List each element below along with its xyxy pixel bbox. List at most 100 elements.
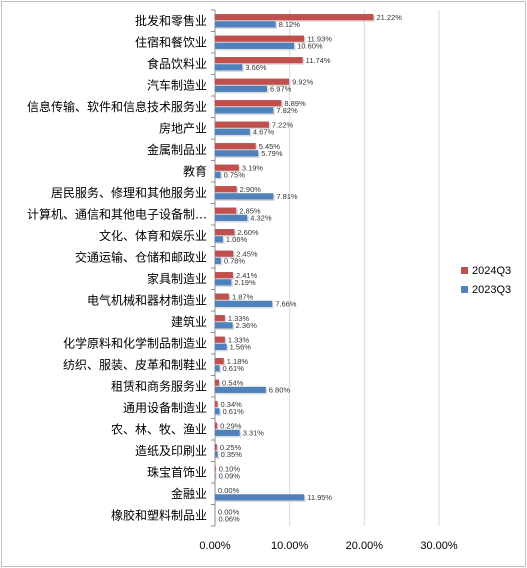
data-label-2024q3: 0.54% — [222, 378, 244, 387]
bar-2023q3 — [215, 107, 274, 114]
data-label-2023q3: 2.19% — [234, 278, 256, 287]
data-label-2024q3: 2.41% — [236, 271, 258, 280]
bar-2024q3 — [215, 78, 290, 85]
category-label: 房地产业 — [159, 120, 207, 135]
data-label-2023q3: 7.82% — [276, 106, 298, 115]
category-label: 纺织、服装、皮革和制鞋业 — [63, 357, 207, 372]
category-label: 租赁和商务服务业 — [111, 378, 207, 393]
data-label-2023q3: 4.32% — [250, 213, 272, 222]
bar-2023q3 — [215, 322, 233, 329]
bar-2023q3 — [215, 257, 221, 264]
bar-2023q3 — [215, 386, 266, 393]
legend-label-2024q3: 2024Q3 — [472, 265, 511, 277]
data-label-2023q3: 3.31% — [243, 428, 265, 437]
data-label-2023q3: 0.09% — [219, 471, 241, 480]
data-label-2023q3: 3.66% — [245, 63, 267, 72]
category-label: 交通运输、仓储和邮政业 — [75, 249, 207, 264]
bar-2024q3 — [215, 164, 239, 171]
bar-shadow-2023q3 — [216, 474, 218, 481]
category-label: 金属制品业 — [147, 142, 207, 157]
bar-2024q3 — [215, 186, 237, 193]
category-label: 居民服务、修理和其他服务业 — [51, 185, 207, 200]
bar-shadow-2024q3 — [216, 402, 220, 409]
category-label: 造纸及印刷业 — [135, 444, 207, 458]
data-label-2023q3: 7.81% — [276, 192, 298, 201]
data-label-2024q3: 8.89% — [284, 99, 306, 108]
data-label-2023q3: 2.36% — [236, 321, 258, 330]
data-label-2024q3: 2.60% — [237, 228, 259, 237]
bar-2024q3 — [215, 422, 218, 429]
data-label-2023q3: 10.60% — [297, 41, 323, 50]
data-label-2023q3: 0.61% — [223, 364, 245, 373]
data-label-2023q3: 1.06% — [226, 235, 248, 244]
bar-2023q3 — [215, 85, 268, 92]
data-label-2023q3: 0.78% — [224, 256, 246, 265]
data-label-2024q3: 21.22% — [376, 13, 402, 22]
bar-2023q3 — [215, 214, 248, 221]
bar-2024q3 — [215, 293, 229, 300]
data-label-2023q3: 0.75% — [224, 170, 246, 179]
bar-2024q3 — [215, 100, 282, 107]
category-label: 金融业 — [171, 486, 207, 501]
data-label-2023q3: 7.66% — [275, 299, 297, 308]
data-label-2024q3: 11.74% — [306, 56, 331, 65]
data-label-2023q3: 5.79% — [261, 149, 283, 158]
category-label: 建筑业 — [171, 314, 207, 329]
bar-2023q3 — [215, 494, 305, 501]
data-label-2024q3: 9.92% — [292, 77, 314, 86]
category-label: 电气机械和器材制造业 — [87, 292, 207, 307]
bar-2023q3 — [215, 300, 273, 307]
bar-2024q3 — [215, 401, 218, 408]
bar-2023q3 — [215, 42, 295, 49]
category-label: 文化、体育和娱乐业 — [99, 228, 207, 243]
category-label: 食品饮料业 — [147, 56, 207, 71]
bar-shadow-2024q3 — [216, 445, 219, 452]
data-label-2024q3: 5.45% — [259, 142, 281, 151]
bar-2023q3 — [215, 279, 232, 286]
data-label-2024q3: 3.19% — [242, 163, 264, 172]
bar-2023q3 — [215, 193, 274, 200]
bar-2024q3 — [215, 207, 237, 214]
bar-2023q3 — [215, 64, 243, 71]
category-label: 批发和零售业 — [135, 13, 207, 28]
bar-2024q3 — [215, 315, 225, 322]
category-label: 计算机、通信和其他电子设备制… — [27, 206, 207, 221]
data-label-2024q3: 1.33% — [228, 314, 250, 323]
category-label: 家具制造业 — [147, 271, 207, 286]
bar-2023q3 — [215, 408, 220, 415]
category-label: 橡胶和塑料制品业 — [111, 507, 207, 522]
data-label-2024q3: 11.93% — [307, 34, 332, 43]
data-label-2024q3: 0.00% — [218, 507, 240, 516]
data-label-2024q3: 7.22% — [272, 120, 294, 129]
bar-2024q3 — [215, 57, 303, 64]
category-label: 信息传输、软件和信息技术服务业 — [27, 99, 207, 114]
data-label-2024q3: 1.33% — [228, 335, 250, 344]
data-label-2023q3: 6.80% — [269, 385, 291, 394]
data-label-2023q3: 0.61% — [223, 407, 245, 416]
data-label-2024q3: 2.90% — [240, 185, 262, 194]
data-label-2024q3: 0.10% — [219, 464, 241, 473]
data-label-2023q3: 6.97% — [270, 84, 292, 93]
data-label-2024q3: 2.45% — [236, 249, 258, 258]
data-label-2023q3: 8.12% — [279, 20, 301, 29]
bar-2024q3 — [215, 229, 235, 236]
category-label: 住宿和餐饮业 — [135, 34, 207, 49]
bar-2024q3 — [215, 250, 234, 257]
bar-2023q3 — [215, 128, 250, 135]
x-tick-label: 0.00% — [199, 540, 230, 552]
data-label-2023q3: 11.95% — [307, 493, 332, 502]
bar-2023q3 — [215, 365, 220, 372]
x-tick-label: 20.00% — [346, 540, 384, 552]
category-label: 珠宝首饰业 — [147, 465, 207, 479]
bar-2024q3 — [215, 379, 220, 386]
category-label: 汽车制造业 — [147, 77, 207, 92]
bar-2024q3 — [215, 358, 224, 365]
bar-2023q3 — [215, 343, 227, 350]
bar-shadow-2024q3 — [216, 467, 218, 474]
bar-shadow-2024q3 — [216, 424, 219, 431]
bar-2024q3 — [215, 35, 305, 42]
bar-2023q3 — [215, 429, 240, 436]
bar-2023q3 — [215, 171, 221, 178]
data-label-2024q3: 1.18% — [227, 357, 249, 366]
category-label: 教育 — [183, 163, 207, 178]
